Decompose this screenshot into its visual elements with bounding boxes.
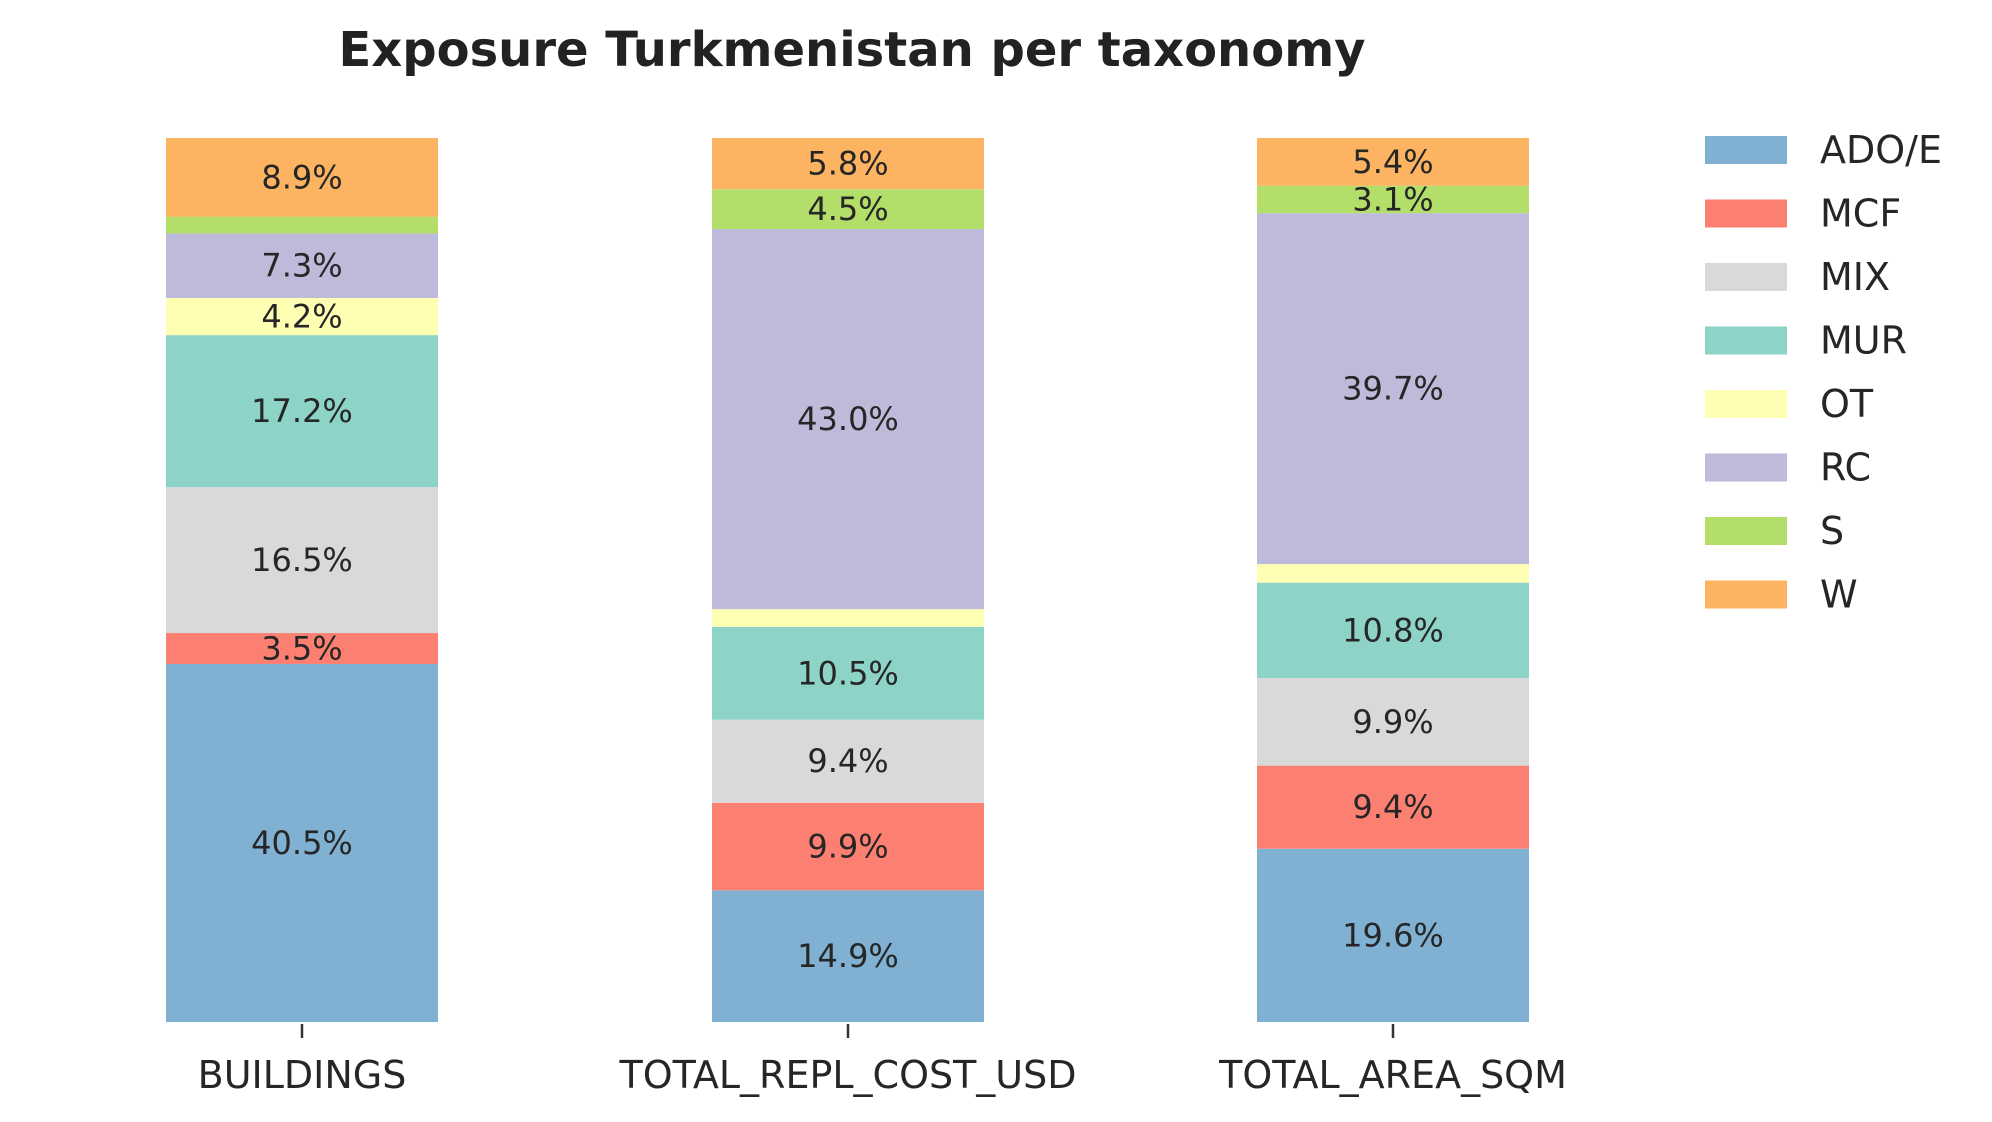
- legend-label-rc: RC: [1820, 446, 1871, 490]
- legend-swatch-ado-e: [1705, 136, 1787, 164]
- bar-segment-buildings-rc: [166, 233, 438, 299]
- bar-segment-buildings-ot: [166, 298, 438, 336]
- data-label-total-area-sqm-mcf: 9.4%: [1352, 788, 1433, 826]
- bar-segment-total-area-sqm-rc: [1257, 213, 1529, 565]
- data-label-total-area-sqm-ado-e: 19.6%: [1342, 916, 1444, 954]
- data-label-total-repl-cost-usd-s: 4.5%: [807, 190, 888, 228]
- data-label-total-area-sqm-mix: 9.9%: [1352, 703, 1433, 741]
- data-label-total-repl-cost-usd-mix: 9.4%: [807, 742, 888, 780]
- data-label-buildings-mur: 17.2%: [251, 392, 353, 430]
- data-label-total-repl-cost-usd-mcf: 9.9%: [807, 828, 888, 866]
- bar-segment-total-area-sqm-mix: [1257, 678, 1529, 766]
- legend-swatch-rc: [1705, 453, 1787, 482]
- bar-segment-total-area-sqm-mcf: [1257, 765, 1529, 849]
- data-label-total-repl-cost-usd-rc: 43.0%: [797, 400, 899, 438]
- bar-segment-total-repl-cost-usd-s: [712, 189, 984, 230]
- x-tick-label-buildings: BUILDINGS: [198, 1053, 407, 1097]
- bar-segment-total-repl-cost-usd-mix: [712, 719, 984, 803]
- x-axis: BUILDINGS TOTAL_REPL_COST_USD TOTAL_AREA_S…: [198, 1024, 1567, 1097]
- bar-segment-buildings-w: [166, 138, 438, 217]
- x-tick-label-total-area-sqm: TOTAL_AREA_SQM: [1218, 1053, 1567, 1097]
- bar-segment-total-repl-cost-usd-rc: [712, 229, 984, 610]
- bar-segment-total-repl-cost-usd-mcf: [712, 802, 984, 891]
- legend-label-mix: MIX: [1820, 255, 1890, 299]
- legend-label-w: W: [1820, 573, 1858, 617]
- data-label-buildings-w: 8.9%: [261, 158, 342, 196]
- legend-swatch-w: [1705, 580, 1787, 609]
- bar-segment-total-area-sqm-mur: [1257, 582, 1529, 679]
- bars-group: 40.5% 3.5% 16.5% 17.2% 4.2% 7.3% 8.9% 14.9% 9.9%…: [166, 138, 1529, 1022]
- legend-label-ado-e: ADO/E: [1820, 128, 1942, 172]
- data-label-total-area-sqm-rc: 39.7%: [1342, 370, 1444, 408]
- chart-title: Exposure Turkmenistan per taxonomy: [338, 22, 1365, 78]
- legend-label-mcf: MCF: [1820, 192, 1901, 236]
- legend-label-ot: OT: [1820, 382, 1874, 426]
- x-tick-label-total-repl-cost-usd: TOTAL_REPL_COST_USD: [618, 1053, 1076, 1097]
- legend-swatch-mix: [1705, 263, 1787, 291]
- legend-label-mur: MUR: [1820, 319, 1907, 363]
- bar-segment-buildings-mcf: [166, 633, 438, 664]
- bar-segment-buildings-ado-e: [166, 663, 438, 1022]
- bar-segment-total-repl-cost-usd-mur: [712, 626, 984, 720]
- legend: ADO/E MCF MIX MUR OT RC SW: [1705, 128, 1942, 617]
- data-label-buildings-rc: 7.3%: [261, 247, 342, 285]
- bar-segment-total-area-sqm-w: [1257, 138, 1529, 186]
- data-label-total-repl-cost-usd-mur: 10.5%: [797, 654, 899, 692]
- legend-swatch-ot: [1705, 390, 1787, 418]
- data-label-buildings-ado-e: 40.5%: [251, 824, 353, 862]
- bar-segment-total-area-sqm-ado-e: [1257, 848, 1529, 1022]
- legend-swatch-mcf: [1705, 199, 1787, 228]
- data-label-buildings-mix: 16.5%: [251, 541, 353, 579]
- legend-swatch-mur: [1705, 326, 1787, 355]
- legend-label-s: S: [1820, 509, 1844, 553]
- data-label-buildings-ot: 4.2%: [261, 298, 342, 336]
- data-label-total-area-sqm-mur: 10.8%: [1342, 611, 1444, 649]
- bar-segment-buildings-s: [166, 216, 438, 234]
- data-label-total-repl-cost-usd-w: 5.8%: [807, 145, 888, 183]
- bar-segment-total-area-sqm-s: [1257, 185, 1529, 214]
- bar-segment-buildings-mix: [166, 487, 438, 634]
- data-label-total-area-sqm-w: 5.4%: [1352, 143, 1433, 181]
- data-label-buildings-mcf: 3.5%: [261, 630, 342, 668]
- bar-segment-total-area-sqm-ot: [1257, 564, 1529, 583]
- bar-segment-total-repl-cost-usd-ado-e: [712, 890, 984, 1022]
- legend-swatch-s: [1705, 517, 1787, 545]
- data-label-total-repl-cost-usd-ado-e: 14.9%: [797, 937, 899, 975]
- data-label-total-area-sqm-s: 3.1%: [1352, 180, 1433, 218]
- bar-segment-buildings-mur: [166, 335, 438, 488]
- bar-segment-total-repl-cost-usd-w: [712, 138, 984, 190]
- bar-segment-total-repl-cost-usd-ot: [712, 609, 984, 627]
